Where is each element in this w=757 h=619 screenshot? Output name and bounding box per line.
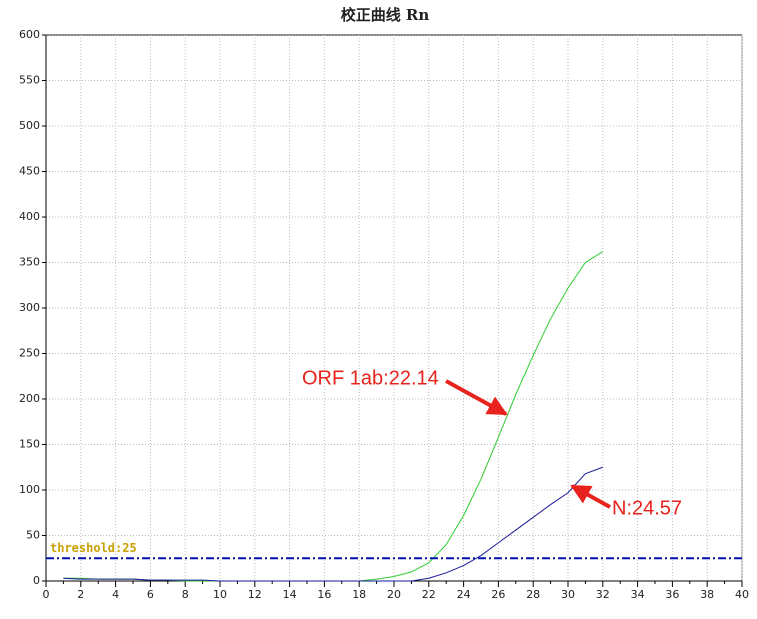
x-tick-label: 2 [77,588,84,601]
y-tick-label: 600 [19,28,40,41]
x-tick-label: 30 [561,588,575,601]
y-tick-label: 500 [19,119,40,132]
x-tick-label: 10 [213,588,227,601]
x-tick-label: 6 [147,588,154,601]
x-tick-label: 8 [182,588,189,601]
x-tick-label: 28 [526,588,540,601]
x-tick-label: 26 [491,588,505,601]
y-tick-label: 50 [26,529,40,542]
x-tick-label: 0 [43,588,50,601]
x-tick-label: 36 [665,588,679,601]
annotation-arrow [570,484,611,509]
y-tick-label: 350 [19,256,40,269]
y-tick-label: 200 [19,392,40,405]
x-tick-label: 20 [387,588,401,601]
x-tick-label: 32 [596,588,610,601]
y-tick-label: 150 [19,438,40,451]
x-tick-label: 14 [283,588,297,601]
x-tick-label: 24 [457,588,471,601]
x-tick-label: 40 [735,588,749,601]
y-tick-label: 550 [19,74,40,87]
y-tick-label: 450 [19,165,40,178]
annotation: N:24.57 [612,497,682,519]
y-tick-label: 0 [33,574,40,587]
chart-title: 校正曲线 Rn [341,6,430,24]
y-tick-label: 400 [19,210,40,223]
annotation: ORF 1ab:22.14 [302,367,439,389]
threshold-label: threshold:25 [50,541,137,555]
x-tick-label: 38 [700,588,714,601]
series-line [63,466,603,582]
x-tick-label: 12 [248,588,262,601]
series-line [63,251,604,582]
x-tick-label: 18 [352,588,366,601]
y-tick-label: 300 [19,301,40,314]
x-tick-label: 22 [422,588,436,601]
y-tick-label: 100 [19,483,40,496]
y-tick-label: 250 [19,347,40,360]
x-tick-label: 34 [631,588,645,601]
x-tick-label: 16 [317,588,331,601]
annotation-arrow [445,379,508,416]
x-tick-label: 4 [112,588,119,601]
